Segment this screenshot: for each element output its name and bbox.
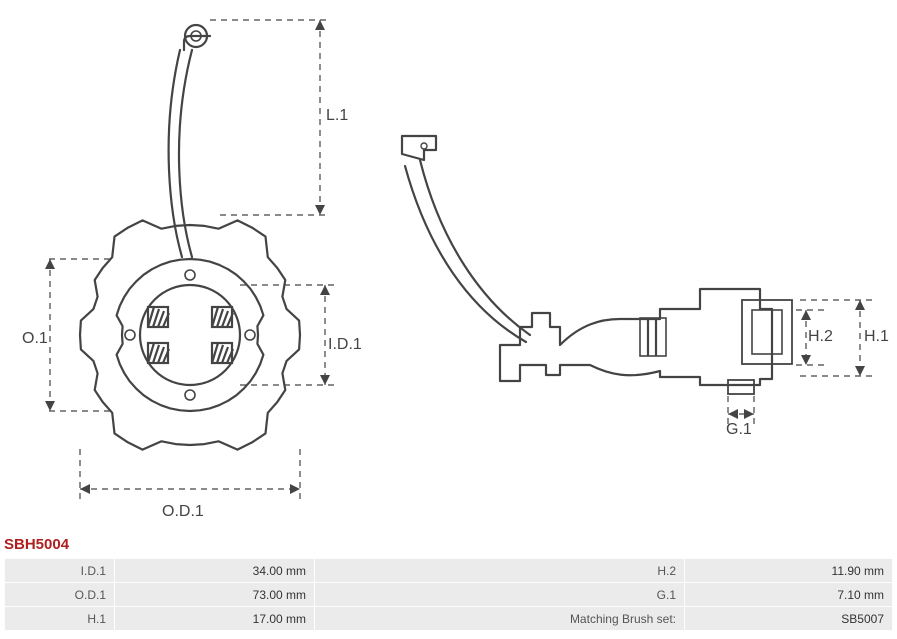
spec-label: O.D.1 [5, 583, 115, 607]
label-od1: O.D.1 [162, 503, 204, 521]
label-g1: G.1 [726, 421, 752, 439]
spec-label: H.2 [315, 559, 685, 583]
spec-value: 17.00 mm [115, 607, 315, 631]
spec-value: 7.10 mm [685, 583, 893, 607]
spec-value: SB5007 [685, 607, 893, 631]
label-o1: O.1 [22, 330, 48, 348]
part-code: SBH5004 [4, 536, 69, 553]
label-h2: H.2 [808, 328, 833, 346]
spec-label: Matching Brush set: [315, 607, 685, 631]
spec-value: 73.00 mm [115, 583, 315, 607]
spec-label: H.1 [5, 607, 115, 631]
drawing-svg [0, 0, 897, 530]
spec-table: I.D.134.00 mmH.211.90 mmO.D.173.00 mmG.1… [4, 558, 893, 631]
table-row: H.117.00 mmMatching Brush set:SB5007 [5, 607, 893, 631]
spec-value: 34.00 mm [115, 559, 315, 583]
spec-value: 11.90 mm [685, 559, 893, 583]
table-row: O.D.173.00 mmG.17.10 mm [5, 583, 893, 607]
spec-label: I.D.1 [5, 559, 115, 583]
technical-drawing: L.1 O.1 I.D.1 O.D.1 H.1 H.2 G.1 [0, 0, 897, 530]
spec-label: G.1 [315, 583, 685, 607]
table-row: I.D.134.00 mmH.211.90 mm [5, 559, 893, 583]
label-id1: I.D.1 [328, 336, 362, 354]
label-l1: L.1 [326, 107, 348, 125]
label-h1: H.1 [864, 328, 889, 346]
